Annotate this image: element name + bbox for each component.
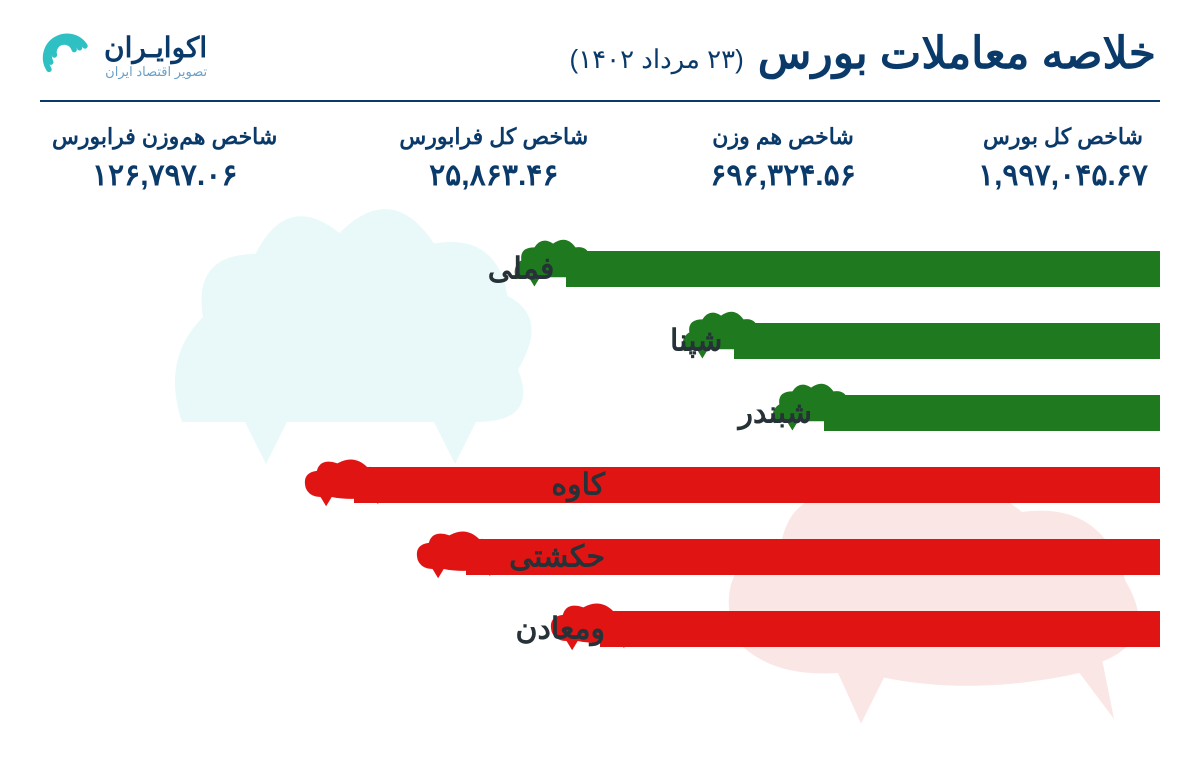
bar-chart: فملی شپنا شبندر کاوه حکشتی ومعادن bbox=[40, 233, 1160, 665]
index-value: ۱۲۶,۷۹۷.۰۶ bbox=[52, 158, 277, 193]
index-value: ۶۹۶,۳۲۴.۵۶ bbox=[710, 158, 856, 193]
gainer-bar bbox=[40, 251, 1160, 287]
bar-row: ومعادن bbox=[40, 593, 1160, 665]
bar-row: حکشتی bbox=[40, 521, 1160, 593]
index-label: شاخص کل بورس bbox=[978, 124, 1148, 150]
bar-label: شبندر bbox=[739, 396, 812, 431]
indices-row: شاخص کل بورس ۱,۹۹۷,۰۴۵.۶۷ شاخص هم وزن ۶۹… bbox=[0, 124, 1200, 203]
title-row: خلاصه معاملات بورس (۲۳ مرداد ۱۴۰۲) bbox=[570, 28, 1156, 79]
brand-name: اکوایـران bbox=[104, 31, 207, 64]
ecoiran-swirl-icon bbox=[40, 28, 94, 82]
index-total-farabourse: شاخص کل فرابورس ۲۵,۸۶۳.۴۶ bbox=[399, 124, 588, 193]
index-label: شاخص هم‌وزن فرابورس bbox=[52, 124, 277, 150]
index-total-bourse: شاخص کل بورس ۱,۹۹۷,۰۴۵.۶۷ bbox=[978, 124, 1148, 193]
bar-label: حکشتی bbox=[509, 540, 605, 575]
index-value: ۲۵,۸۶۳.۴۶ bbox=[399, 158, 588, 193]
index-equal-weight-farabourse: شاخص هم‌وزن فرابورس ۱۲۶,۷۹۷.۰۶ bbox=[52, 124, 277, 193]
index-equal-weight: شاخص هم وزن ۶۹۶,۳۲۴.۵۶ bbox=[710, 124, 856, 193]
bear-icon bbox=[412, 522, 496, 578]
bar-row: فملی bbox=[40, 233, 1160, 305]
gainer-bar bbox=[40, 323, 1160, 359]
bar-rect bbox=[824, 395, 1160, 431]
index-value: ۱,۹۹۷,۰۴۵.۶۷ bbox=[978, 158, 1148, 193]
index-label: شاخص کل فرابورس bbox=[399, 124, 588, 150]
bar-label: فملی bbox=[488, 252, 555, 287]
index-label: شاخص هم وزن bbox=[710, 124, 856, 150]
bar-label: ومعادن bbox=[515, 612, 605, 647]
bar-row: شبندر bbox=[40, 377, 1160, 449]
header: خلاصه معاملات بورس (۲۳ مرداد ۱۴۰۲) اکوای… bbox=[0, 0, 1200, 100]
bar-rect bbox=[566, 251, 1160, 287]
bar-rect bbox=[354, 467, 1160, 503]
gainer-bar bbox=[40, 395, 1160, 431]
bar-row: کاوه bbox=[40, 449, 1160, 521]
bear-icon bbox=[300, 450, 384, 506]
stock-summary-infographic: خلاصه معاملات بورس (۲۳ مرداد ۱۴۰۲) اکوای… bbox=[0, 0, 1200, 769]
bar-label: کاوه bbox=[551, 468, 605, 503]
bar-rect bbox=[734, 323, 1160, 359]
header-divider bbox=[40, 100, 1160, 102]
brand-logo: اکوایـران تصویر اقتصاد ایران bbox=[40, 28, 207, 82]
bar-rect bbox=[600, 611, 1160, 647]
brand-subtitle: تصویر اقتصاد ایران bbox=[104, 64, 207, 80]
bar-label: شپنا bbox=[670, 324, 722, 359]
page-title: خلاصه معاملات بورس bbox=[758, 28, 1156, 79]
bar-row: شپنا bbox=[40, 305, 1160, 377]
page-date: (۲۳ مرداد ۱۴۰۲) bbox=[570, 44, 744, 75]
